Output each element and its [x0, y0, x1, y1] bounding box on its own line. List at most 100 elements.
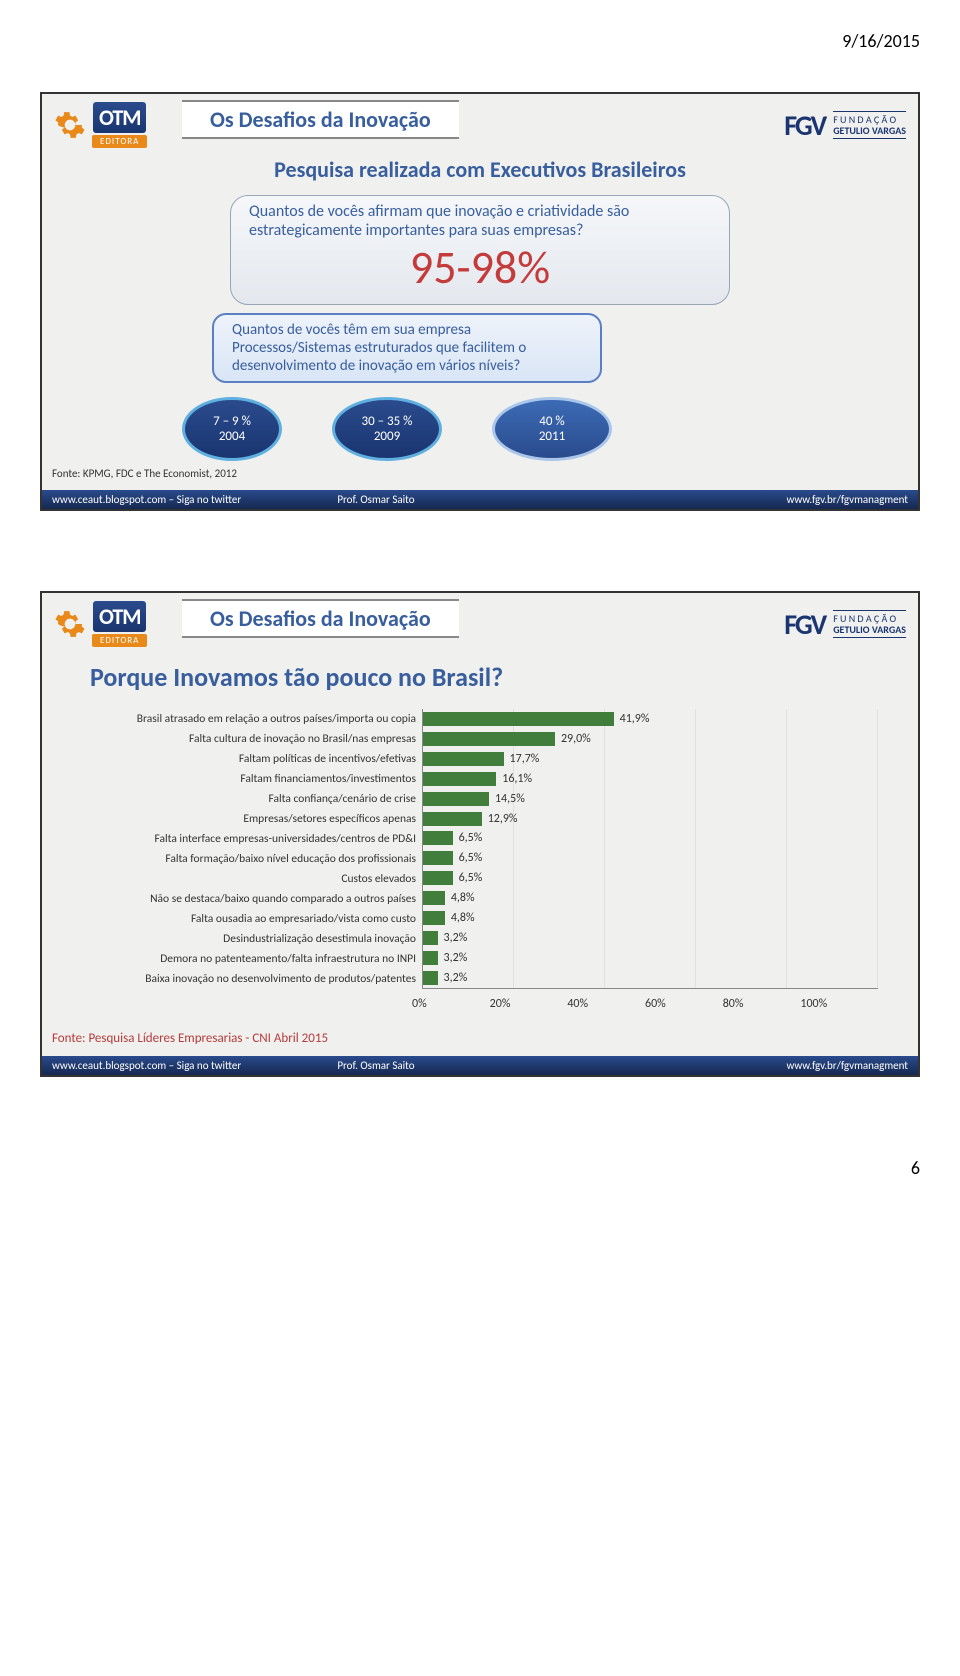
slide1-title: Os Desafios da Inovação — [182, 100, 459, 139]
bar — [423, 772, 496, 786]
footer-left: www.ceaut.blogspot.com – Siga no twitter — [52, 1059, 337, 1072]
bar-row: 6,5% — [423, 848, 878, 868]
bar-area: 41,9%29,0%17,7%16,1%14,5%12,9%6,5%6,5%6,… — [422, 709, 878, 989]
bar-label: Não se destaca/baixo quando comparado a … — [82, 889, 422, 909]
bar-label: Falta cultura de inovação no Brasil/nas … — [82, 729, 422, 749]
oval-2011: 40 % 2011 — [492, 397, 612, 461]
bar — [423, 712, 614, 726]
bar-value: 12,9% — [488, 812, 518, 826]
bar-row: 3,2% — [423, 968, 878, 988]
footer-center: Prof. Osmar Saito — [337, 493, 622, 506]
bar-value: 17,7% — [510, 752, 540, 766]
bar-value: 16,1% — [502, 772, 532, 786]
bar — [423, 831, 453, 845]
fgv-line2: GETULIO VARGAS — [833, 125, 906, 136]
otm-label: OTM — [93, 102, 147, 133]
oval3-year: 2011 — [539, 429, 565, 444]
bar-label: Faltam políticas de incentivos/efetivas — [82, 749, 422, 769]
x-tick: 60% — [645, 997, 723, 1011]
bar — [423, 931, 438, 945]
editora-label: EDITORA — [92, 135, 147, 148]
bar-label: Falta confiança/cenário de crise — [82, 789, 422, 809]
bar-value: 3,2% — [444, 971, 468, 985]
x-tick: 100% — [800, 997, 878, 1011]
question-box-2: Quantos de vocês têm em sua empresa Proc… — [212, 313, 602, 383]
slide2-header: OTM EDITORA Os Desafios da Inovação FGV … — [42, 593, 918, 651]
bar-label: Baixa inovação no desenvolvimento de pro… — [82, 969, 422, 989]
big-percentage: 95-98% — [249, 240, 711, 296]
bar-row: 12,9% — [423, 809, 878, 829]
question1-text: Quantos de vocês afirmam que inovação e … — [249, 202, 711, 240]
fgv-text: F U N D A Ç Ã O GETULIO VARGAS — [833, 610, 906, 638]
bar-label: Brasil atrasado em relação a outros país… — [82, 709, 422, 729]
slide2-footer: www.ceaut.blogspot.com – Siga no twitter… — [42, 1056, 918, 1075]
bar-row: 17,7% — [423, 749, 878, 769]
ovals-row: 7 – 9 % 2004 30 – 35 % 2009 40 % 2011 — [182, 397, 878, 461]
bar — [423, 792, 489, 806]
bar-row: 3,2% — [423, 948, 878, 968]
slide1-header: OTM EDITORA Os Desafios da Inovação FGV … — [42, 94, 918, 152]
x-tick: 0% — [412, 997, 490, 1011]
slide1-body: Pesquisa realizada com Executivos Brasil… — [42, 152, 918, 490]
slide-1: OTM EDITORA Os Desafios da Inovação FGV … — [40, 92, 920, 511]
bar-value: 4,8% — [451, 911, 475, 925]
gear-icon — [54, 109, 86, 141]
bar-row: 4,8% — [423, 888, 878, 908]
question-box-1: Quantos de vocês afirmam que inovação e … — [230, 195, 730, 305]
bar — [423, 871, 453, 885]
editora-label: EDITORA — [92, 634, 147, 647]
oval2-pct: 30 – 35 % — [362, 414, 413, 429]
bar-row: 3,2% — [423, 928, 878, 948]
bar — [423, 891, 445, 905]
fgv-mark: FGV — [784, 607, 825, 642]
fgv-logo: FGV F U N D A Ç Ã O GETULIO VARGAS — [784, 108, 906, 143]
x-tick: 80% — [723, 997, 801, 1011]
page-number: 6 — [40, 1157, 920, 1179]
bar — [423, 851, 453, 865]
x-axis: 0%20%40%60%80%100% — [422, 997, 878, 1011]
oval-2004: 7 – 9 % 2004 — [182, 397, 282, 461]
footer-right: www.fgv.br/fgvmanagment — [623, 1059, 908, 1072]
slide2-title: Os Desafios da Inovação — [182, 599, 459, 638]
slide1-footer: www.ceaut.blogspot.com – Siga no twitter… — [42, 490, 918, 509]
bar-row: 6,5% — [423, 868, 878, 888]
x-tick: 40% — [567, 997, 645, 1011]
bar-label: Falta formação/baixo nível educação dos … — [82, 849, 422, 869]
fgv-logo: FGV F U N D A Ç Ã O GETULIO VARGAS — [784, 607, 906, 642]
footer-left: www.ceaut.blogspot.com – Siga no twitter — [52, 493, 337, 506]
page-date: 9/16/2015 — [40, 30, 920, 52]
bar-label: Empresas/setores específicos apenas — [82, 809, 422, 829]
oval1-year: 2004 — [219, 429, 245, 444]
bar-row: 4,8% — [423, 908, 878, 928]
oval-2009: 30 – 35 % 2009 — [332, 397, 442, 461]
bar-value: 6,5% — [459, 851, 483, 865]
bar-value: 14,5% — [495, 792, 525, 806]
bar-chart: Brasil atrasado em relação a outros país… — [82, 709, 878, 989]
bar-value: 3,2% — [444, 951, 468, 965]
bar-value: 6,5% — [459, 831, 483, 845]
x-tick: 20% — [490, 997, 568, 1011]
bar-value: 4,8% — [451, 891, 475, 905]
fgv-text: F U N D A Ç Ã O GETULIO VARGAS — [833, 111, 906, 139]
otm-logo: OTM EDITORA — [54, 601, 147, 647]
bar — [423, 951, 438, 965]
otm-logo-text: OTM EDITORA — [92, 102, 147, 148]
bar-row: 6,5% — [423, 829, 878, 849]
gear-icon — [54, 608, 86, 640]
bar-labels: Brasil atrasado em relação a outros país… — [82, 709, 422, 989]
bar-row: 14,5% — [423, 789, 878, 809]
bar-label: Custos elevados — [82, 869, 422, 889]
slide-2: OTM EDITORA Os Desafios da Inovação FGV … — [40, 591, 920, 1077]
bar — [423, 911, 445, 925]
bar-value: 29,0% — [561, 732, 591, 746]
otm-label: OTM — [93, 601, 147, 632]
bar-label: Demora no patenteamento/falta infraestru… — [82, 949, 422, 969]
slide2-source: Fonte: Pesquisa Líderes Empresarias - CN… — [52, 1031, 878, 1046]
bar-row: 29,0% — [423, 729, 878, 749]
bar-label: Desindustrialização desestimula inovação — [82, 929, 422, 949]
oval2-year: 2009 — [374, 429, 400, 444]
bar — [423, 971, 438, 985]
bar-value: 6,5% — [459, 871, 483, 885]
footer-center: Prof. Osmar Saito — [337, 1059, 622, 1072]
otm-logo-text: OTM EDITORA — [92, 601, 147, 647]
